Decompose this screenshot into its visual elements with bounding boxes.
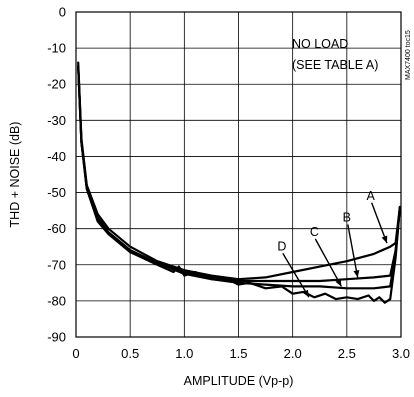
y-tick-label: -50: [47, 185, 66, 200]
y-tick-label: -10: [47, 41, 66, 56]
x-tick-label: 2.0: [284, 346, 302, 361]
x-tick-label: 3.0: [392, 346, 410, 361]
label-arrow-line: [314, 238, 343, 287]
y-tick-label: -20: [47, 77, 66, 92]
label-arrow-line: [347, 224, 359, 278]
x-tick-label: 0.5: [121, 346, 139, 361]
data-series: [77, 61, 401, 304]
plot-frame: [75, 11, 402, 338]
label-arrow-line: [282, 252, 310, 298]
series-line-a: [77, 61, 401, 281]
grid-lines: [76, 12, 401, 337]
series-line-d: [77, 65, 401, 304]
figure-id: MAX7400 toc15: [405, 30, 412, 80]
curve-label-d: D: [277, 239, 286, 253]
curve-label-a: A: [366, 189, 375, 203]
annotation-see-table-a: (SEE TABLE A): [292, 58, 378, 72]
x-axis-title: AMPLITUDE (Vp-p): [184, 374, 294, 388]
curve-labels: A B C D: [277, 189, 388, 298]
x-tick-label: 0: [72, 346, 79, 361]
y-tick-label: -90: [47, 330, 66, 345]
x-axis-ticks: 0 0.5 1.0 1.5 2.0 2.5 3.0: [72, 346, 410, 361]
curve-label-b: B: [343, 210, 351, 224]
y-axis-title: THD + NOISE (dB): [8, 122, 22, 228]
x-tick-label: 2.5: [338, 346, 356, 361]
x-tick-label: 1.0: [175, 346, 193, 361]
x-tick-label: 1.5: [229, 346, 247, 361]
y-tick-label: -30: [47, 113, 66, 128]
label-arrowhead: [381, 235, 388, 244]
y-tick-label: -60: [47, 221, 66, 236]
label-arrow-line: [371, 202, 388, 244]
annotation-no-load: NO LOAD: [292, 37, 348, 51]
y-axis-ticks: 0 -10 -20 -30 -40 -50 -60 -70 -80 -90: [47, 5, 66, 345]
series-line-c: [77, 65, 401, 290]
label-arrowhead: [302, 289, 309, 298]
y-tick-label: -70: [47, 257, 66, 272]
y-tick-label: 0: [59, 5, 66, 20]
y-tick-label: -40: [47, 149, 66, 164]
curve-label-c: C: [310, 225, 319, 239]
label-arrowhead: [353, 269, 360, 278]
label-arrowhead: [335, 278, 342, 287]
y-tick-label: -80: [47, 293, 66, 308]
